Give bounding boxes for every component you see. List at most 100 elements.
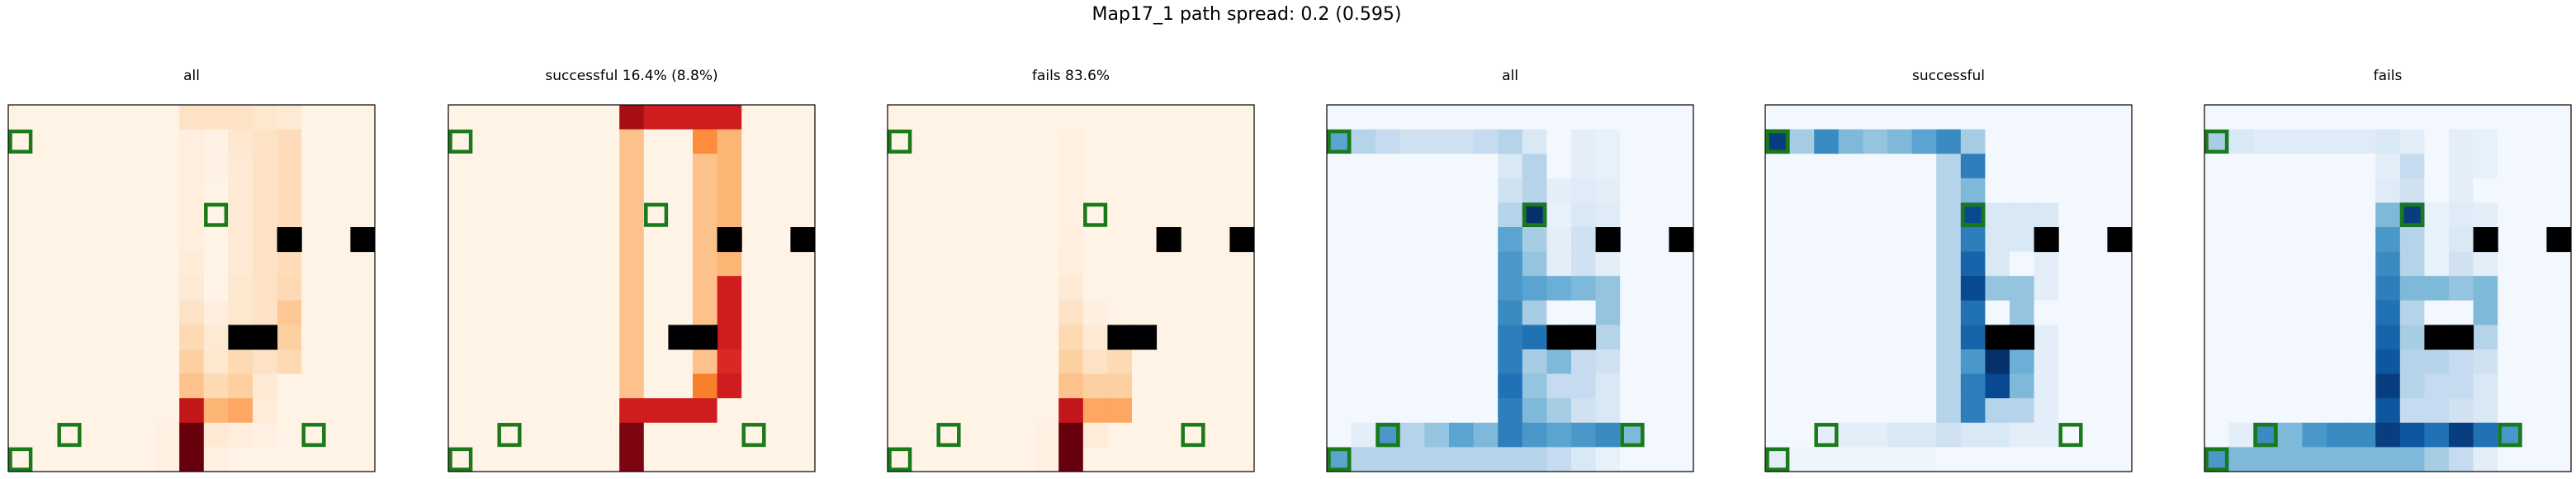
heat-cell xyxy=(57,129,83,154)
heat-cell xyxy=(2034,349,2059,375)
panel-title: all xyxy=(183,68,200,84)
heat-cell xyxy=(2253,349,2279,375)
heat-cell xyxy=(2204,300,2230,325)
heat-cell xyxy=(1669,422,1694,448)
heat-cell xyxy=(546,349,571,375)
heat-cell xyxy=(1669,202,1694,228)
heat-cell xyxy=(1229,178,1255,203)
heat-cell xyxy=(936,398,962,424)
heat-cell xyxy=(2399,129,2425,154)
heat-cell xyxy=(1936,105,1962,130)
heat-cell xyxy=(1522,349,1547,375)
heat-cell xyxy=(81,154,107,179)
heat-cell xyxy=(1765,276,1791,301)
heat-cell xyxy=(2277,178,2303,203)
heat-cell xyxy=(2473,422,2498,448)
heat-cell xyxy=(1936,276,1962,301)
heat-cell xyxy=(1010,251,1035,277)
heat-cell xyxy=(2204,373,2230,399)
heat-cell xyxy=(1498,398,1523,424)
heat-cell xyxy=(1522,447,1547,472)
heat-cell xyxy=(2351,251,2376,277)
heat-cell xyxy=(57,178,83,203)
goal-marker xyxy=(497,423,522,448)
heat-cell xyxy=(1887,300,1913,325)
heat-cell xyxy=(448,349,474,375)
heat-cell xyxy=(1058,202,1084,228)
heat-cell xyxy=(546,422,571,448)
heat-cell xyxy=(1132,202,1158,228)
panel-frame xyxy=(887,104,1255,472)
heat-cell xyxy=(106,447,131,472)
heat-cell xyxy=(2253,129,2279,154)
heat-cell xyxy=(1936,178,1962,203)
heat-cell xyxy=(130,398,156,424)
heat-cell xyxy=(1058,447,1084,472)
heat-cell xyxy=(693,398,718,424)
heat-cell xyxy=(2522,178,2547,203)
heat-cell xyxy=(1132,447,1158,472)
heat-cell xyxy=(790,129,816,154)
heat-cell xyxy=(1399,105,1425,130)
goal-marker xyxy=(936,423,961,448)
heat-cell xyxy=(1789,227,1815,253)
heat-cell xyxy=(2010,154,2035,179)
heat-cell xyxy=(2327,202,2352,228)
obstacle-cell xyxy=(693,325,718,350)
heat-cell xyxy=(643,422,669,448)
heat-cell xyxy=(888,227,913,253)
heat-cell xyxy=(1595,276,1621,301)
heat-cell xyxy=(1424,422,1450,448)
heat-cell xyxy=(936,276,962,301)
obstacle-cell xyxy=(1985,325,2010,350)
heat-cell xyxy=(1669,373,1694,399)
heat-cell xyxy=(765,398,791,424)
heat-cell xyxy=(2253,325,2279,350)
heat-cell xyxy=(2107,325,2133,350)
heat-cell xyxy=(571,129,596,154)
heat-cell xyxy=(1644,276,1669,301)
heat-cell xyxy=(1669,398,1694,424)
heat-cell xyxy=(1911,129,1937,154)
heat-cell xyxy=(790,154,816,179)
heat-cell xyxy=(1449,447,1475,472)
heat-cell xyxy=(1205,202,1230,228)
heat-cell xyxy=(1911,300,1937,325)
heat-cell xyxy=(2473,129,2498,154)
heat-cell xyxy=(1985,276,2010,301)
heat-cell xyxy=(350,251,376,277)
heat-cell xyxy=(693,251,718,277)
heat-cell xyxy=(643,373,669,399)
heat-cell xyxy=(1351,373,1376,399)
heat-cell xyxy=(2522,325,2547,350)
heat-cell xyxy=(228,447,253,472)
heat-cell xyxy=(301,325,327,350)
heat-cell xyxy=(2253,178,2279,203)
heat-cell xyxy=(1546,276,1572,301)
heat-cell xyxy=(790,398,816,424)
heat-cell xyxy=(277,447,302,472)
heat-cell xyxy=(2473,373,2498,399)
heat-cell xyxy=(1595,422,1621,448)
heat-cell xyxy=(1765,251,1791,277)
heat-cell xyxy=(2327,276,2352,301)
heat-cell xyxy=(1473,202,1499,228)
heat-cell xyxy=(2498,276,2523,301)
heat-cell xyxy=(179,105,205,130)
heat-cell xyxy=(668,422,694,448)
heat-cell xyxy=(253,300,278,325)
heat-cell xyxy=(717,398,742,424)
heat-cell xyxy=(2107,178,2133,203)
goal-marker xyxy=(1327,129,1352,154)
heat-cell xyxy=(1132,154,1158,179)
heat-cell xyxy=(106,325,131,350)
heat-cell xyxy=(2498,154,2523,179)
heat-cell xyxy=(1644,447,1669,472)
heat-cell xyxy=(1327,227,1352,253)
heat-cell xyxy=(2399,251,2425,277)
heat-cell xyxy=(32,325,58,350)
heat-cell xyxy=(154,129,180,154)
heat-cell xyxy=(741,178,767,203)
heat-cell xyxy=(32,251,58,277)
heat-cell xyxy=(2375,178,2401,203)
